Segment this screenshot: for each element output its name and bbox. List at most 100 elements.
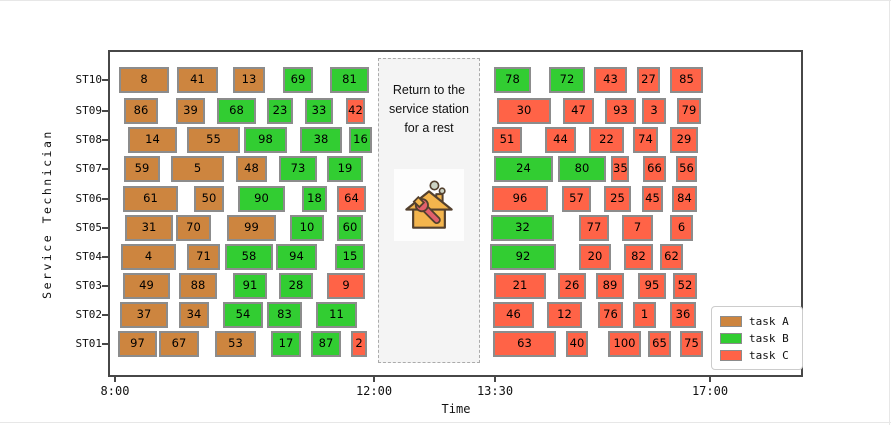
task-bar: 79: [677, 98, 701, 124]
task-bar: 57: [562, 186, 591, 212]
task-bar: 3: [642, 98, 666, 124]
task-bar: 18: [302, 186, 327, 212]
x-tick-mark: [709, 377, 711, 382]
task-bar: 11: [316, 302, 357, 328]
x-tick-mark: [494, 377, 496, 382]
task-bar: 16: [349, 127, 372, 153]
bottom-border-line: [0, 422, 891, 423]
task-bar: 86: [124, 98, 158, 124]
task-bar: 71: [187, 244, 220, 270]
task-bar: 6: [670, 215, 693, 241]
y-tick-mark: [102, 110, 108, 112]
task-bar: 14: [128, 127, 177, 153]
house-wrench-icon: [394, 169, 464, 241]
x-tick-mark: [114, 377, 116, 382]
task-bar: 35: [611, 156, 629, 182]
task-bar: 33: [305, 98, 333, 124]
task-bar: 22: [589, 127, 624, 153]
task-bar: 91: [233, 273, 267, 299]
task-bar: 47: [563, 98, 594, 124]
y-tick-label-st06: ST06: [75, 192, 103, 205]
legend-label-task-a: task A: [749, 314, 789, 328]
y-tick-mark: [102, 285, 108, 287]
task-bar: 48: [236, 156, 267, 182]
task-bar: 98: [244, 127, 287, 153]
y-tick-label-st10: ST10: [75, 73, 103, 86]
task-bar: 37: [120, 302, 168, 328]
task-bar: 55: [187, 127, 240, 153]
task-bar: 70: [176, 215, 211, 241]
y-tick-label-st05: ST05: [75, 221, 103, 234]
y-tick-mark: [102, 314, 108, 316]
task-bar: 80: [558, 156, 606, 182]
task-bar: 9: [327, 273, 365, 299]
task-bar: 34: [179, 302, 209, 328]
legend-item-task-b: task B: [720, 332, 794, 345]
task-bar: 17: [271, 331, 301, 357]
task-bar: 39: [176, 98, 205, 124]
x-tick-label-800: 8:00: [100, 384, 130, 398]
task-bar: 90: [238, 186, 285, 212]
task-bar: 32: [491, 215, 554, 241]
task-bar: 97: [118, 331, 157, 357]
task-bar: 95: [638, 273, 666, 299]
task-bar: 62: [660, 244, 683, 270]
y-tick-mark: [102, 343, 108, 345]
task-bar: 100: [608, 331, 641, 357]
task-bar: 30: [497, 98, 551, 124]
top-border-line: [0, 0, 891, 1]
y-tick-mark: [102, 256, 108, 258]
task-bar: 12: [547, 302, 582, 328]
task-bar: 96: [492, 186, 548, 212]
legend: task A task B task C: [711, 306, 803, 370]
task-bar: 65: [648, 331, 671, 357]
task-bar: 41: [177, 67, 218, 93]
task-bar: 49: [123, 273, 170, 299]
task-bar: 99: [227, 215, 276, 241]
task-bar: 52: [673, 273, 697, 299]
task-bar: 81: [330, 67, 369, 93]
task-bar: 45: [642, 186, 663, 212]
y-tick-label-st02: ST02: [75, 308, 103, 321]
task-bar: 2: [351, 331, 367, 357]
task-bar: 46: [493, 302, 534, 328]
y-tick-mark: [102, 139, 108, 141]
task-bar: 89: [596, 273, 624, 299]
task-bar: 93: [605, 98, 636, 124]
task-bar: 21: [494, 273, 546, 299]
y-tick-label-st09: ST09: [75, 104, 103, 117]
task-bar: 92: [490, 244, 556, 270]
task-bar: 28: [279, 273, 313, 299]
y-tick-label-st07: ST07: [75, 162, 103, 175]
task-bar: 76: [598, 302, 623, 328]
task-bar: 78: [494, 67, 531, 93]
task-bar: 38: [300, 127, 342, 153]
y-tick-mark: [102, 198, 108, 200]
task-bar: 43: [594, 67, 627, 93]
task-bar: 15: [335, 244, 365, 270]
task-bar: 68: [217, 98, 256, 124]
task-bar: 72: [549, 67, 585, 93]
y-axis-title: Service Technician: [40, 129, 54, 299]
task-bar: 13: [233, 67, 265, 93]
rest-annotation-box: Return to the service station for a rest: [378, 58, 480, 363]
task-bar: 40: [566, 331, 588, 357]
task-bar: 5: [171, 156, 224, 182]
task-bar: 25: [604, 186, 631, 212]
task-bar: 84: [672, 186, 697, 212]
y-tick-label-st04: ST04: [75, 250, 103, 263]
legend-item-task-a: task A: [720, 315, 794, 328]
y-tick-mark: [102, 168, 108, 170]
right-border-line: [889, 0, 890, 425]
task-bar: 58: [225, 244, 273, 270]
task-bar: 31: [125, 215, 173, 241]
task-bar: 26: [558, 273, 586, 299]
task-bar: 29: [670, 127, 698, 153]
task-bar: 44: [545, 127, 576, 153]
x-tick-label-1330: 13:30: [476, 384, 514, 398]
task-bar: 82: [624, 244, 653, 270]
task-bar: 1: [633, 302, 656, 328]
x-tick-label-1200: 12:00: [355, 384, 393, 398]
task-bar: 10: [290, 215, 324, 241]
